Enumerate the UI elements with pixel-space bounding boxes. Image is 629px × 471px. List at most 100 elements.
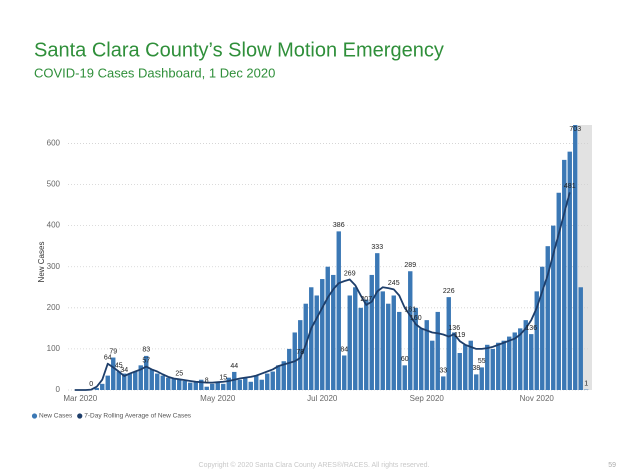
legend-label: New Cases <box>39 413 73 420</box>
y-tick-label: 100 <box>47 344 61 353</box>
bar <box>369 274 374 390</box>
bar <box>204 386 209 390</box>
legend-marker <box>77 413 83 419</box>
bar <box>276 365 281 390</box>
bar <box>254 375 259 390</box>
bar <box>380 291 385 390</box>
bar <box>111 357 116 390</box>
legend-label: 7-Day Rolling Average of New Cases <box>84 413 192 420</box>
bar <box>270 371 275 390</box>
data-label: 226 <box>443 288 455 295</box>
data-label: 25 <box>175 371 183 378</box>
bar <box>127 373 132 390</box>
bar <box>331 274 336 390</box>
slide-subtitle: COVID-19 Cases Dashboard, 1 Dec 2020 <box>34 65 275 80</box>
plot-area <box>74 125 589 391</box>
bar <box>199 379 204 390</box>
data-label: 245 <box>388 280 400 287</box>
bar <box>347 295 352 390</box>
x-tick-label: May 2020 <box>200 394 236 403</box>
bar <box>248 381 253 390</box>
x-tick-label: Nov 2020 <box>520 394 555 403</box>
bar <box>325 266 330 390</box>
bar <box>402 365 407 390</box>
data-label: 45 <box>115 362 123 369</box>
data-label: 136 <box>448 325 460 332</box>
bar <box>237 379 242 390</box>
data-label: 386 <box>333 222 345 229</box>
data-label: 64 <box>104 355 112 362</box>
slide-title: Santa Clara County’s Slow Motion Emergen… <box>34 39 444 61</box>
bar <box>364 299 369 390</box>
bar <box>100 383 105 390</box>
bar <box>551 225 556 390</box>
bar <box>144 355 149 390</box>
data-label: 0 <box>89 381 93 388</box>
bar <box>188 382 193 390</box>
bar <box>496 342 501 390</box>
bar <box>314 295 319 390</box>
bar <box>507 336 512 390</box>
bar <box>578 287 583 390</box>
bar <box>320 279 325 390</box>
bar <box>567 151 572 390</box>
data-label: 160 <box>410 315 422 322</box>
data-label: 84 <box>340 346 348 353</box>
bar <box>479 367 484 390</box>
x-tick-label: Mar 2020 <box>63 394 97 403</box>
y-axis-label: New Cases <box>37 242 46 283</box>
bar <box>485 344 490 390</box>
bar <box>336 231 341 390</box>
data-label: 38 <box>472 365 480 372</box>
bar <box>424 320 429 390</box>
bar <box>166 377 171 390</box>
page-number: 59 <box>608 462 616 469</box>
y-tick-label: 500 <box>47 180 61 189</box>
bar <box>94 387 99 390</box>
bar <box>413 307 418 390</box>
bar <box>540 266 545 390</box>
bar <box>419 328 424 390</box>
data-label: 15 <box>219 375 227 382</box>
y-tick-label: 0 <box>56 385 61 394</box>
data-label: 44 <box>230 363 238 370</box>
data-label: 333 <box>371 244 383 251</box>
bar <box>375 253 380 390</box>
bar <box>545 246 550 390</box>
bar <box>353 287 358 390</box>
data-label: 34 <box>120 367 128 374</box>
bar <box>518 328 523 390</box>
data-label: 269 <box>344 270 356 277</box>
bar <box>501 340 506 390</box>
bar <box>490 348 495 390</box>
data-label: 481 <box>564 183 576 190</box>
bar <box>463 344 468 390</box>
bar <box>133 371 138 390</box>
data-label: 289 <box>404 262 416 269</box>
bar <box>281 361 286 390</box>
data-label: 79 <box>109 348 117 355</box>
bar <box>408 271 413 390</box>
bar <box>226 377 231 390</box>
bar <box>534 291 539 390</box>
legend-marker <box>31 413 38 419</box>
bar <box>446 297 451 390</box>
bar <box>182 380 187 390</box>
data-label: 78 <box>296 349 304 356</box>
data-label: 33 <box>439 367 447 374</box>
bar <box>512 332 517 390</box>
bar <box>105 375 110 390</box>
bar <box>155 373 160 390</box>
bar <box>562 159 567 390</box>
y-tick-label: 300 <box>47 262 61 271</box>
bar <box>441 376 446 390</box>
data-label: 207 <box>360 296 372 303</box>
bar <box>452 332 457 390</box>
bar <box>116 371 121 390</box>
bar <box>160 375 165 390</box>
bar <box>556 192 561 390</box>
x-tick-label: Jul 2020 <box>307 394 338 403</box>
bar <box>573 125 578 391</box>
